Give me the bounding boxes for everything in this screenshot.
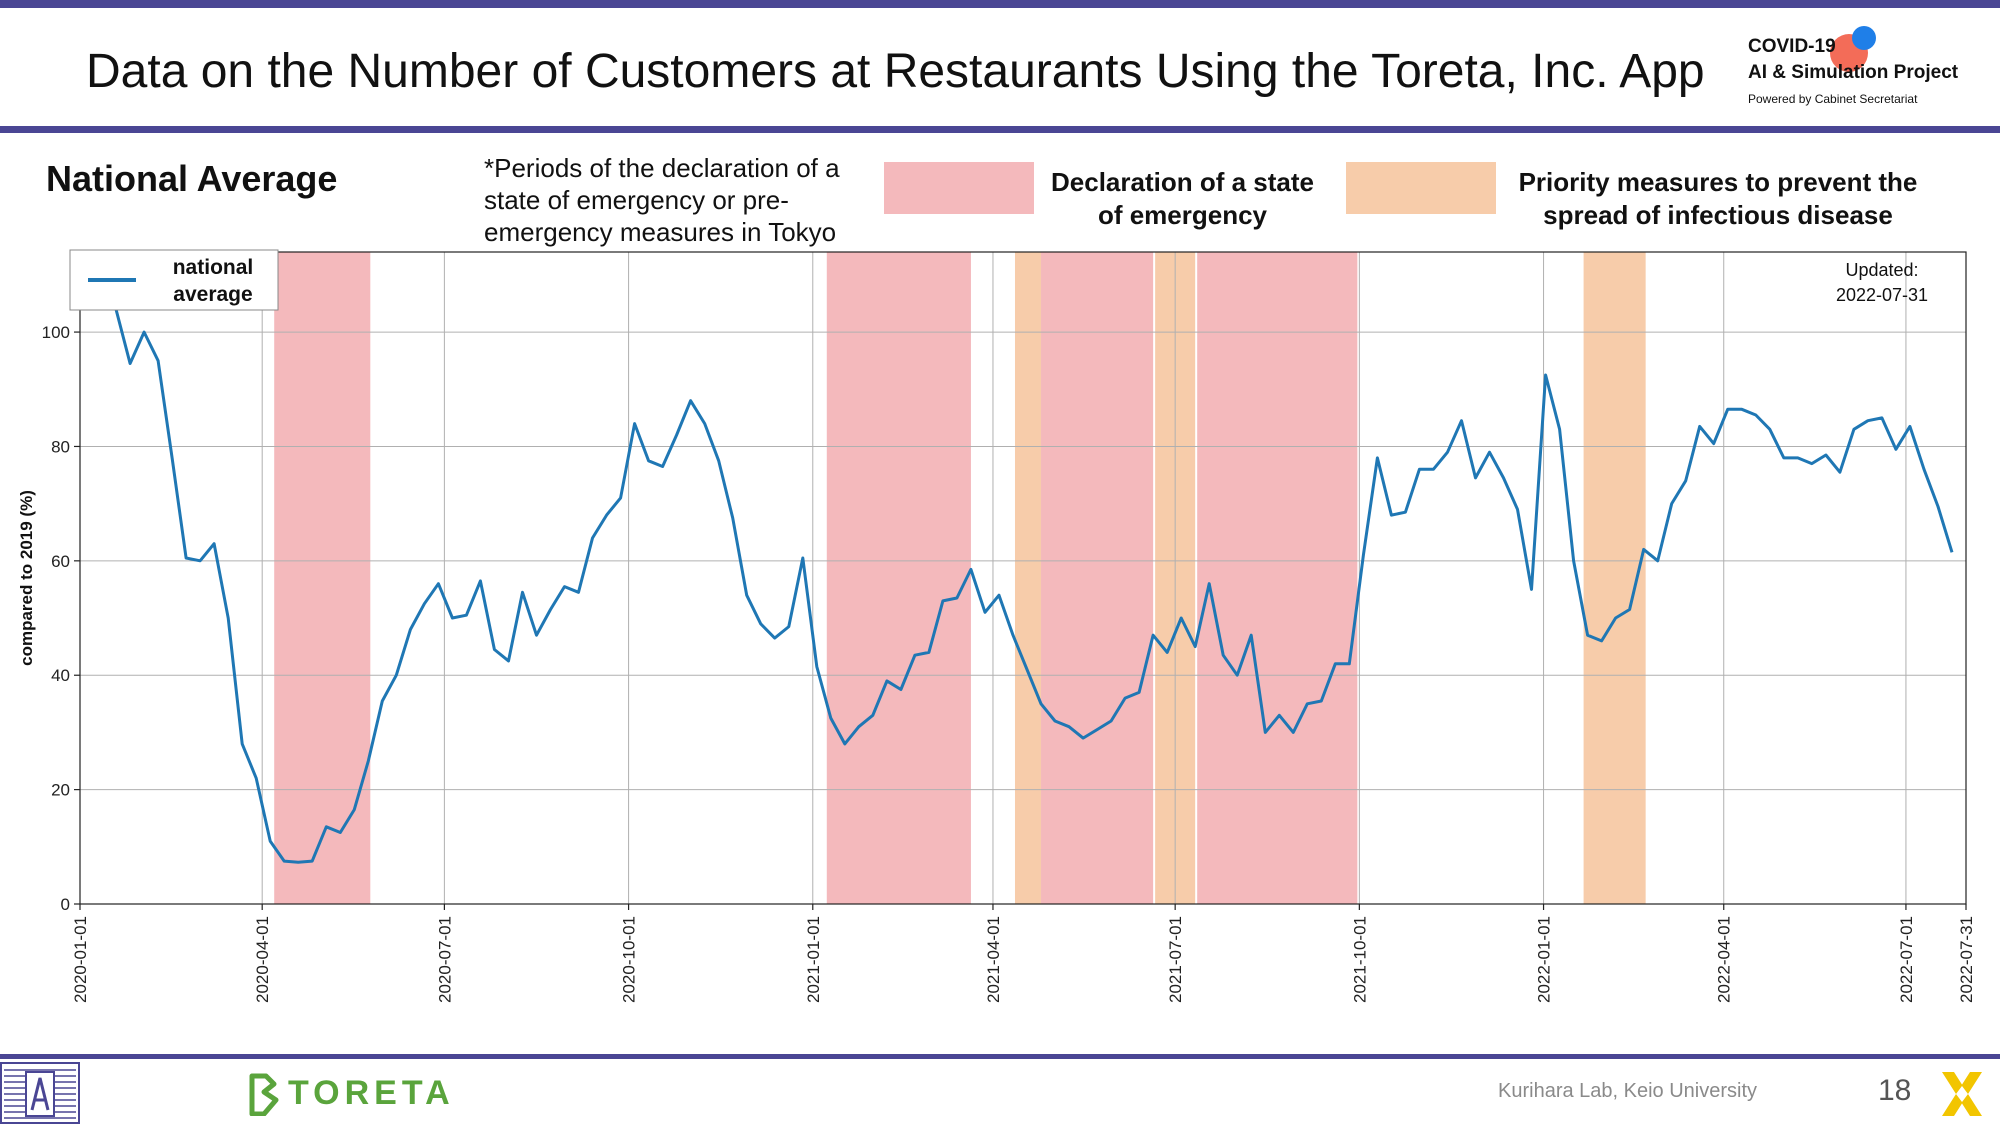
legend-label-line-1: national [173, 256, 254, 279]
y-tick-label: 60 [51, 552, 70, 571]
emergency-legend-label: Declaration of a state of emergency [1051, 167, 1314, 230]
x-tick-label: 2021-10-01 [1350, 916, 1369, 1003]
priority-period [1014, 252, 1042, 904]
plot-frame [79, 251, 1967, 905]
period-note: *Periods of the declaration of a state o… [484, 153, 840, 247]
footer-credit: Kurihara Lab, Keio University [1498, 1080, 1758, 1102]
logo-line-3: Powered by Cabinet Secretariat [1748, 92, 1918, 106]
slide-title: Data on the Number of Customers at Resta… [86, 45, 1705, 98]
toreta-logo: TORETA [246, 1072, 466, 1117]
y-axis-label: compared to 2019 (%) [17, 490, 36, 666]
y-tick-label: 20 [51, 781, 70, 800]
emergency-period [826, 252, 971, 904]
x-tick-label: 2021-01-01 [804, 916, 823, 1003]
y-tick-label: 100 [42, 323, 70, 342]
line-chart: 0 20 40 60 80 100 2020-01-01 2020-04-01 2020-07-… [17, 249, 1976, 1003]
x-tick-label: 2022-07-31 [1957, 916, 1976, 1003]
x-logo-icon [1942, 1072, 1982, 1116]
toreta-mark-icon [249, 1073, 279, 1117]
x-tick-label: 2020-04-01 [253, 916, 272, 1003]
logo-line-2: AI & Simulation Project [1748, 62, 1959, 83]
x-tick-label: 2021-04-01 [984, 916, 1003, 1003]
footer-divider [0, 1054, 2000, 1059]
toreta-wordmark: TORETA [288, 1074, 455, 1112]
x-tick-label: 2022-01-01 [1535, 916, 1554, 1003]
x-tick-label: 2020-10-01 [620, 916, 639, 1003]
university-lab-logo [0, 1062, 80, 1124]
priority-period [1583, 252, 1646, 904]
annotation-group: Updated: 2022-07-31 [1836, 260, 1928, 305]
shaded-periods [274, 252, 1646, 904]
priority-legend-label: Priority measures to prevent the spread … [1518, 167, 1918, 230]
x-tick-label: 2022-07-01 [1897, 916, 1916, 1003]
x-tick-label: 2021-07-01 [1166, 916, 1185, 1003]
series-national-average-line [87, 250, 1954, 864]
update-annotation-line: Updated: [1845, 260, 1918, 280]
logo-line-1: COVID-19 [1748, 36, 1836, 57]
chart-title: National Average [46, 158, 338, 199]
emergency-period [1197, 252, 1358, 904]
page-number: 18 [1878, 1074, 1912, 1107]
legend-label-line-2: average [173, 283, 252, 306]
x-tick-label: 2020-01-01 [71, 916, 90, 1003]
priority-legend-swatch [1346, 162, 1496, 214]
emergency-period [1041, 252, 1154, 904]
y-tick-label: 80 [51, 437, 70, 456]
emergency-legend-swatch [884, 162, 1034, 214]
top-accent-bar [0, 0, 2000, 8]
title-divider [0, 126, 2000, 133]
x-tick-label: 2020-07-01 [435, 916, 454, 1003]
y-tick-label: 0 [61, 895, 70, 914]
emergency-period [274, 252, 371, 904]
covid-ai-project-logo: COVID-19 AI & Simulation Project Powered… [1748, 26, 1978, 114]
series-group [87, 250, 1954, 864]
y-tick-label: 40 [51, 666, 70, 685]
axes: 0 20 40 60 80 100 2020-01-01 2020-04-01 2020-07-… [17, 251, 1976, 1003]
x-tick-label: 2022-04-01 [1715, 916, 1734, 1003]
update-annotation-line: 2022-07-31 [1836, 285, 1928, 305]
legend: national average [69, 249, 279, 311]
logo-blue-dot [1852, 26, 1876, 50]
